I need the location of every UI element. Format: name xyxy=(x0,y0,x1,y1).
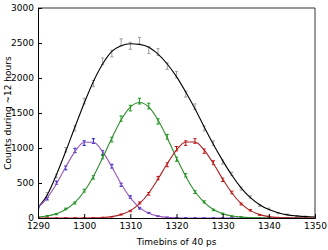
error-bar xyxy=(184,141,187,146)
y-tick: 3000 xyxy=(11,3,42,13)
y-tick-mark xyxy=(38,148,42,149)
x-tick-label: 1300 xyxy=(73,221,96,231)
chart: 1290130013101320133013401350050010001500… xyxy=(0,0,328,250)
y-tick: 1000 xyxy=(11,143,42,153)
y-axis: 0 500 1000 1500 2000 2500 3000 xyxy=(11,3,42,223)
y-tick: 1500 xyxy=(11,108,42,118)
x-tick: 1310 xyxy=(119,214,142,231)
x-tick: 1340 xyxy=(258,214,281,231)
x-tick-label: 1350 xyxy=(304,221,327,231)
y-tick-mark xyxy=(38,43,42,44)
x-tick-mark xyxy=(130,214,131,218)
y-tick: 2000 xyxy=(11,73,42,83)
errorbar-series xyxy=(38,139,315,218)
errorbar-series xyxy=(38,139,315,218)
y-tick-label: 500 xyxy=(17,178,34,188)
y-axis-line xyxy=(39,9,43,219)
y-axis-title: Counts during ~12 hours xyxy=(3,56,13,170)
error-bar xyxy=(138,37,141,44)
fit-line xyxy=(38,142,315,218)
error-bar xyxy=(120,39,123,46)
plot-area xyxy=(38,37,315,218)
frame-top xyxy=(38,8,315,9)
fit-line xyxy=(38,103,315,219)
x-tick-mark xyxy=(177,214,178,218)
y-tick: 2500 xyxy=(11,38,42,48)
y-tick-mark xyxy=(38,183,42,184)
x-tick-mark xyxy=(223,214,224,218)
x-tick-label: 1340 xyxy=(258,221,281,231)
y-tick-mark xyxy=(38,8,42,9)
x-axis-title: Timebins of 40 ps xyxy=(136,237,217,247)
y-tick-mark xyxy=(38,78,42,79)
frame-right xyxy=(315,8,316,218)
y-tick-mark xyxy=(38,218,42,219)
x-tick-label: 1310 xyxy=(119,221,142,231)
x-tick: 1320 xyxy=(166,214,189,231)
y-tick-label: 2000 xyxy=(11,73,34,83)
x-tick-mark xyxy=(315,214,316,218)
y-tick: 500 xyxy=(17,178,42,188)
x-axis-line xyxy=(39,214,316,219)
x-tick-label: 1330 xyxy=(212,221,235,231)
x-tick: 1300 xyxy=(73,214,96,231)
x-tick-mark xyxy=(269,214,270,218)
y-tick-label: 3000 xyxy=(11,3,34,13)
x-tick: 1330 xyxy=(212,214,235,231)
y-tick-mark xyxy=(38,113,42,114)
y-tick-label: 2500 xyxy=(11,38,34,48)
fit-line xyxy=(38,44,315,217)
y-tick-label: 0 xyxy=(28,213,34,223)
y-tick-label: 1000 xyxy=(11,143,34,153)
y-tick-label: 1500 xyxy=(11,108,34,118)
x-tick-label: 1320 xyxy=(166,221,189,231)
y-tick: 0 xyxy=(28,213,42,223)
errorbar-series xyxy=(38,37,315,217)
x-axis: 1290130013101320133013401350 xyxy=(27,214,327,231)
x-tick: 1350 xyxy=(304,214,327,231)
fit-line xyxy=(38,142,315,218)
x-tick-mark xyxy=(84,214,85,218)
